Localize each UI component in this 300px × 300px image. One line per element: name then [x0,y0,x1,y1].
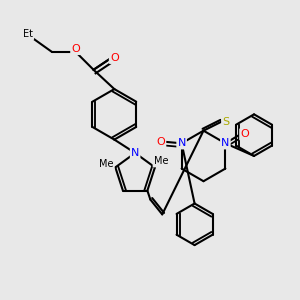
Text: O: O [156,137,165,147]
Text: N: N [131,148,139,158]
Text: O: O [110,53,119,63]
Text: N: N [221,138,230,148]
Text: N: N [177,138,186,148]
Text: Me: Me [154,156,168,167]
Text: O: O [71,44,80,54]
Text: S: S [222,117,230,127]
Text: Me: Me [99,159,114,170]
Text: Et: Et [23,29,33,39]
Text: O: O [240,129,249,140]
